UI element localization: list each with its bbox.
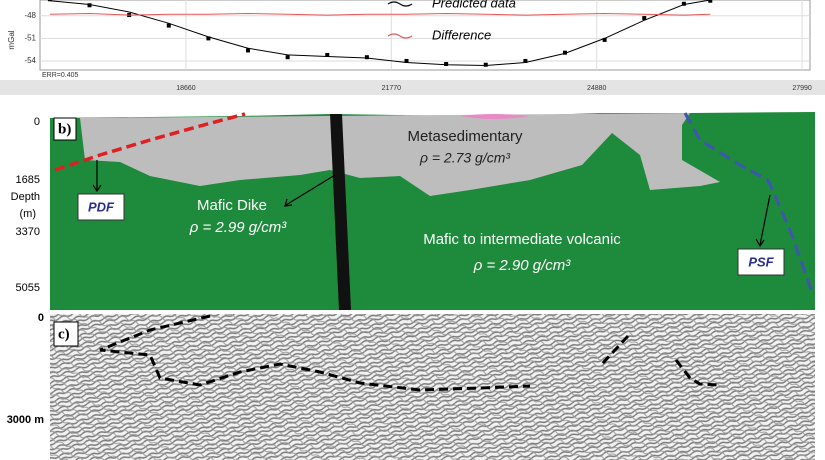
legend-label: Predicted data bbox=[432, 0, 516, 10]
observed-point bbox=[325, 52, 330, 57]
x-axis-strip bbox=[0, 80, 825, 95]
observed-point bbox=[483, 62, 488, 67]
observed-point bbox=[246, 48, 251, 53]
observed-point bbox=[404, 58, 409, 63]
panel-a bbox=[0, 0, 825, 80]
observed-point bbox=[642, 16, 647, 21]
fault-label-box bbox=[737, 248, 785, 276]
x-tick-label: 21770 bbox=[382, 85, 402, 92]
psf-fault bbox=[683, 112, 814, 293]
unit-density: ρ = 2.73 g/cm³ bbox=[419, 150, 510, 166]
observed-point bbox=[364, 55, 369, 60]
observed-point bbox=[602, 37, 607, 42]
seismic-texture bbox=[50, 314, 815, 460]
depth-tick: 1685 bbox=[16, 174, 40, 186]
fault-label-box bbox=[77, 193, 125, 221]
pdf-arrow bbox=[92, 160, 102, 193]
y-tick-label: -54 bbox=[24, 56, 36, 65]
unit-name: Mafic to intermediate volcanic bbox=[423, 231, 621, 248]
series-line bbox=[49, 12, 711, 16]
y-tick-label: -51 bbox=[24, 33, 36, 42]
observed-point bbox=[47, 0, 52, 2]
x-tick-label: 24880 bbox=[587, 85, 607, 92]
depth-tick: 3370 bbox=[16, 226, 40, 238]
depth-units: (m) bbox=[20, 208, 37, 220]
observed-point bbox=[87, 3, 92, 8]
dike-arrow bbox=[284, 174, 336, 207]
depth-title: Depth bbox=[11, 191, 40, 203]
observed-point bbox=[563, 50, 567, 55]
panel-label-box bbox=[53, 117, 77, 141]
observed-point bbox=[523, 58, 528, 63]
fault-label: PDF bbox=[88, 199, 115, 214]
legend-swatch bbox=[387, 1, 413, 7]
panel-label: c) bbox=[58, 326, 70, 342]
reflector bbox=[99, 314, 531, 392]
legend-label: Difference bbox=[432, 27, 491, 42]
legend-swatch bbox=[387, 33, 413, 39]
depth-tick: 5055 bbox=[16, 282, 40, 294]
psf-arrow bbox=[755, 194, 771, 248]
plot-frame bbox=[39, 0, 811, 71]
pdf-fault bbox=[54, 112, 246, 172]
observed-point bbox=[444, 61, 449, 66]
observed-point bbox=[285, 55, 290, 60]
series-line bbox=[49, 0, 711, 67]
unit-name: Mafic Dike bbox=[197, 197, 267, 214]
observed-point bbox=[166, 23, 171, 28]
panel-label-box bbox=[53, 321, 79, 347]
panel-label: b) bbox=[58, 121, 71, 137]
depth-tick: 0 bbox=[38, 312, 44, 324]
metasedimentary-unit bbox=[80, 113, 720, 196]
y-axis-label: mGal bbox=[7, 30, 16, 49]
fault-label: PSF bbox=[748, 254, 774, 269]
observed-point bbox=[708, 0, 713, 3]
reflector bbox=[674, 359, 719, 387]
pink-body bbox=[460, 114, 530, 119]
reflector bbox=[600, 334, 630, 366]
mafic-dike bbox=[330, 114, 351, 310]
x-tick-label: 27990 bbox=[792, 85, 812, 92]
observed-point bbox=[681, 1, 686, 6]
annotation: ERR=0.405 bbox=[42, 72, 78, 79]
y-tick-label: -48 bbox=[24, 11, 36, 20]
observed-point bbox=[206, 36, 211, 41]
unit-density: ρ = 2.99 g/cm³ bbox=[189, 219, 288, 236]
depth-tick: 3000 m bbox=[7, 414, 45, 426]
depth-tick: 0 bbox=[34, 116, 40, 128]
unit-name: Metasedimentary bbox=[407, 128, 523, 145]
x-tick-label: 18660 bbox=[176, 85, 196, 92]
unit-density: ρ = 2.90 g/cm³ bbox=[473, 257, 572, 274]
